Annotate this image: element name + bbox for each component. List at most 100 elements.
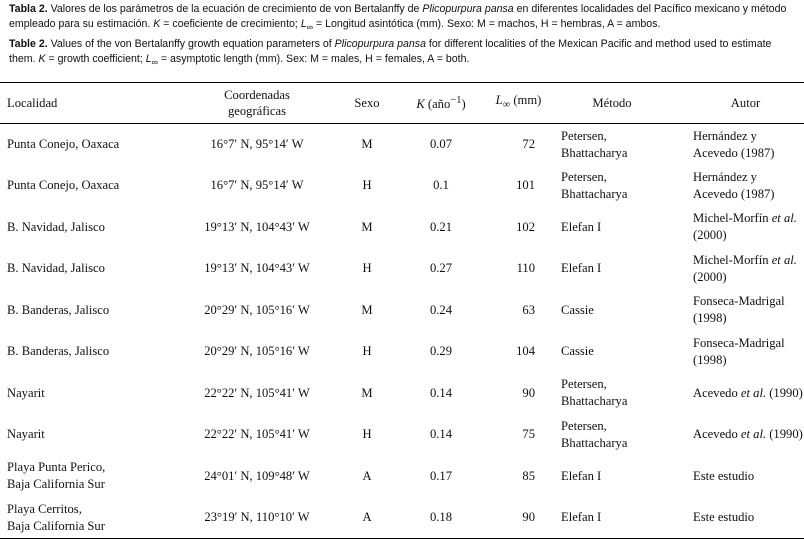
caption-english-k-symbol: K [38,53,46,66]
cell-autor: Acevedo et al. (1990) [687,373,804,415]
header-l-subscript: ∞ [502,99,511,111]
header-coordenadas-line-2: geográficas [227,104,287,118]
cell-autor: Acevedo et al. (1990) [687,414,804,456]
cell-autor: Michel-Morfín et al. (2000) [687,248,804,290]
cell-coordenadas: 24°01′ N, 109°48′ W [204,468,310,483]
cell-sexo: H [362,427,372,442]
autor-line-1: Acevedo et al. (1990) [693,385,804,402]
cell-k: 0.1 [433,178,449,193]
autor-text: Hernández y [693,128,757,143]
cell-localidad: Punta Conejo, Oaxaca [0,165,182,207]
caption-spanish-text-d: = Longitud asintótica (mm). Sexo: M = ma… [313,18,661,30]
localidad-line-1: Nayarit [7,385,45,400]
autor-line-1: Michel-Morfín et al. [693,210,804,227]
autor-line-2: (1998) [693,311,727,326]
cell-l-inf: 63 [522,302,535,317]
localidad-line-1: B. Banderas, Jalisco [7,344,110,359]
cell-metodo: Elefan I [557,248,687,290]
cell-metodo: Petersen, Bhattacharya [557,373,687,415]
cell-k: 0.17 [429,468,453,483]
cell-k: 0.21 [429,219,453,234]
cell-k: 0.29 [429,344,453,359]
autor-text: Michel-Morfín [693,252,772,267]
cell-l-inf: 72 [522,137,535,151]
header-k: K (año−1) [402,82,480,124]
caption-spanish-k-symbol: K [153,18,161,30]
metodo-line-2: Bhattacharya [561,435,628,450]
cell-l-inf: 90 [480,497,557,539]
localidad-line-1: B. Navidad, Jalisco [7,219,105,234]
table-header: Localidad Coordenadas geográficas Sexo K … [0,82,804,124]
cell-coordenadas: 22°22′ N, 105°41′ W [204,385,310,400]
autor-text: Acevedo [693,385,741,400]
localidad-line-2: Baja California Sur [7,518,105,533]
cell-localidad: B. Banderas, Jalisco [0,331,182,373]
autor-text: Este estudio [693,468,755,483]
cell-localidad: B. Banderas, Jalisco [0,290,182,332]
cell-autor: Hernández y Acevedo (1987) [687,124,804,166]
metodo-line-1: Petersen, [561,418,607,433]
metodo-line-1: Petersen, [561,169,607,184]
cell-l-inf: 75 [522,427,535,442]
cell-coordenadas: 22°22′ N, 105°41′ W [204,427,310,442]
caption-english: Table 2. Values of the von Bertalanffy g… [0,37,804,70]
metodo-line-1: Cassie [561,302,594,317]
caption-english-text-a: Values of the von Bertalanffy growth equ… [47,38,335,51]
localidad-line-1: B. Navidad, Jalisco [7,261,105,276]
autor-line-1: Hernández y [693,128,804,145]
autor-line-1: Fonseca-Madrigal [693,335,804,352]
table-row: B. Navidad, Jalisco 19°13′ N, 104°43′ W M 0… [0,207,804,249]
cell-localidad: Punta Conejo, Oaxaca [0,124,182,166]
cell-autor: Este estudio [687,497,804,539]
localidad-line-1: Punta Conejo, Oaxaca [7,137,120,151]
cell-localidad: B. Navidad, Jalisco [0,248,182,290]
cell-sexo: M [361,137,373,151]
autor-line-2: Acevedo (1987) [693,145,775,160]
table-body: Punta Conejo, Oaxaca 16°7′ N, 95°14′ W M 0.… [0,124,804,539]
autor-line-1: Fonseca-Madrigal [693,293,804,310]
caption-english-prefix: Table 2. [9,38,48,51]
cell-k: 0.07 [429,137,453,151]
caption-english-species: Plicopurpura pansa [334,38,426,51]
cell-sexo: M [361,219,373,234]
caption-english-l-subscript: ∞ [151,57,158,68]
autor-line-2: Acevedo (1987) [693,186,775,201]
header-sexo: Sexo [332,82,402,124]
table-row: B. Banderas, Jalisco 20°29′ N, 105°16′ W M… [0,290,804,332]
header-k-close: ) [461,97,466,112]
caption-english-text-d: = asymptotic length (mm). Sex: M = males… [157,53,470,66]
cell-autor: Fonseca-Madrigal (1998) [687,331,804,373]
header-l-inf: L∞ (mm) [480,82,557,124]
cell-localidad: Playa Punta Perico, Baja California Sur [0,456,182,498]
cell-l-inf: 90 [522,385,535,400]
autor-year: (1990) [766,427,803,442]
metodo-line-2: Bhattacharya [561,186,628,201]
localidad-line-1: Nayarit [7,427,45,442]
table-row: B. Navidad, Jalisco 19°13′ N, 104°43′ W H 0… [0,248,804,290]
caption-spanish-text-a: Valores de los parámetros de la ecuación… [47,3,423,15]
autor-text: Fonseca-Madrigal [693,335,785,350]
cell-autor: Este estudio [687,456,804,498]
cell-l-inf: 85 [522,468,535,483]
metodo-line-1: Cassie [561,344,594,359]
cell-sexo: A [362,468,372,483]
cell-localidad: Nayarit [0,414,182,456]
cell-localidad: Nayarit [0,373,182,415]
cell-sexo: H [362,344,372,359]
table-row: Playa Punta Perico, Baja California Sur 24… [0,456,804,498]
cell-autor: Michel-Morfín et al. (2000) [687,207,804,249]
cell-coordenadas: 20°29′ N, 105°16′ W [204,302,310,317]
header-k-exponent: −1 [450,95,462,107]
autor-line-1: Hernández y [693,169,804,186]
autor-et-al: et al. [740,427,767,442]
caption-spanish-l-symbol: L [300,18,307,30]
caption-spanish-text-c: = coeficiente de crecimiento; [160,18,301,30]
cell-autor: Hernández y Acevedo (1987) [687,165,804,207]
cell-metodo: Petersen, Bhattacharya [557,124,687,166]
cell-sexo: A [332,497,402,539]
metodo-line-1: Elefan I [561,510,602,524]
autor-line-1: Este estudio [693,509,804,526]
cell-localidad: B. Navidad, Jalisco [0,207,182,249]
cell-autor: Fonseca-Madrigal (1998) [687,290,804,332]
caption-english-l-symbol: L [145,53,152,66]
